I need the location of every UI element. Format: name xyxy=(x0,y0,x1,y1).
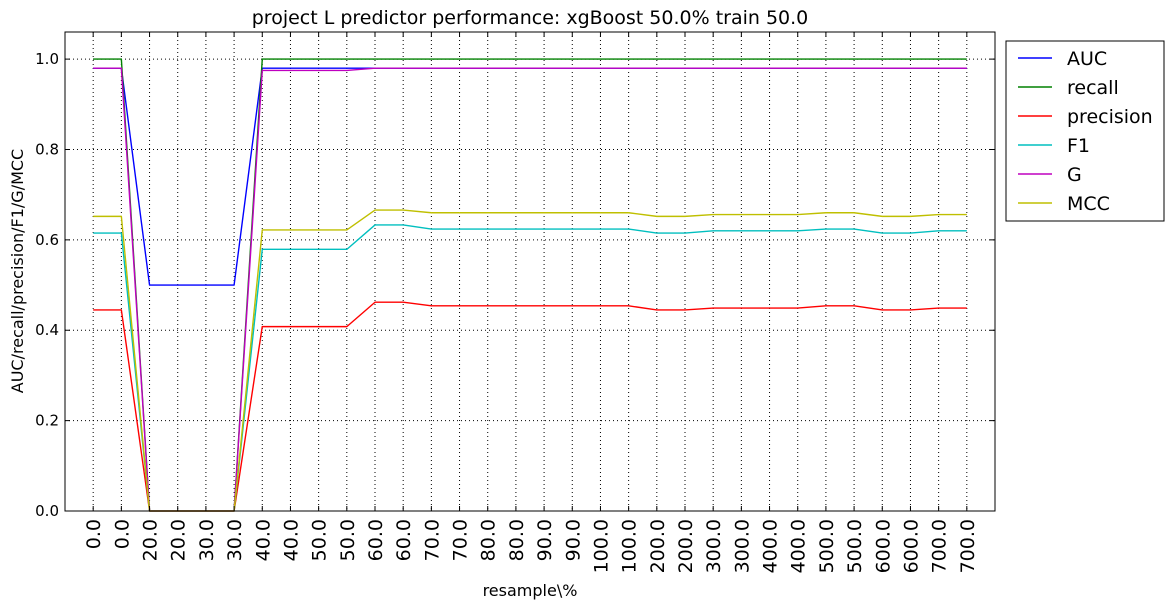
legend-label-f1: F1 xyxy=(1067,135,1090,157)
x-tick-label: 50.0 xyxy=(337,519,359,561)
legend-label-recall: recall xyxy=(1067,77,1119,99)
legend: AUC recall precision F1 G MCC xyxy=(1005,40,1165,222)
series-lines xyxy=(93,58,967,512)
x-tick-label: 40.0 xyxy=(280,519,302,561)
x-tick-label: 0.0 xyxy=(111,519,133,549)
x-tick-label: 200.0 xyxy=(675,519,697,573)
x-tick-label: 20.0 xyxy=(140,519,162,561)
x-axis: 0.0 0.0 20.0 20.0 30.0 30.0 40.0 40.0 50.0 50.0 60… xyxy=(83,32,979,573)
x-tick-label: 80.0 xyxy=(506,519,528,561)
y-tick-label: 0.6 xyxy=(35,231,59,249)
x-tick-label: 20.0 xyxy=(168,519,190,561)
x-tick-label: 30.0 xyxy=(224,519,246,561)
x-tick-label: 400.0 xyxy=(760,519,782,573)
y-axis-label: AUC/recall/precision/F1/G/MCC xyxy=(8,149,27,393)
plot-frame xyxy=(64,31,996,512)
series-line-precision xyxy=(93,301,967,512)
chart-title: project L predictor performance: xgBoost… xyxy=(252,7,809,29)
x-tick-label: 70.0 xyxy=(421,519,443,561)
legend-label-mcc: MCC xyxy=(1067,193,1110,215)
legend-label-precision: precision xyxy=(1067,106,1153,128)
series-line-mcc xyxy=(93,209,967,512)
grid xyxy=(65,32,995,512)
x-tick-label: 0.0 xyxy=(83,519,105,549)
x-tick-label: 40.0 xyxy=(252,519,274,561)
x-tick-label: 30.0 xyxy=(196,519,218,561)
x-tick-label: 60.0 xyxy=(393,519,415,561)
x-tick-label: 300.0 xyxy=(703,519,725,573)
x-tick-label: 100.0 xyxy=(590,519,612,573)
y-tick-label: 0.4 xyxy=(35,321,59,339)
x-tick-label: 500.0 xyxy=(816,519,838,573)
legend-label-g: G xyxy=(1067,164,1082,186)
series-line-f1 xyxy=(93,224,967,512)
y-tick-label: 0.2 xyxy=(35,412,59,430)
x-axis-label: resample\% xyxy=(483,581,578,600)
x-tick-label: 500.0 xyxy=(844,519,866,573)
y-tick-label: 0.8 xyxy=(35,140,59,158)
x-tick-label: 70.0 xyxy=(450,519,472,561)
x-tick-label: 60.0 xyxy=(365,519,387,561)
x-tick-label: 80.0 xyxy=(478,519,500,561)
x-tick-label: 100.0 xyxy=(619,519,641,573)
x-tick-label: 600.0 xyxy=(900,519,922,573)
y-tick-label: 0.0 xyxy=(35,502,59,520)
x-tick-label: 90.0 xyxy=(534,519,556,561)
y-tick-label: 1.0 xyxy=(35,50,59,68)
x-tick-label: 700.0 xyxy=(929,519,951,573)
x-tick-label: 300.0 xyxy=(731,519,753,573)
series-line-g xyxy=(93,67,967,512)
x-tick-label: 600.0 xyxy=(872,519,894,573)
x-tick-label: 700.0 xyxy=(957,519,979,573)
x-tick-label: 400.0 xyxy=(788,519,810,573)
legend-box xyxy=(1005,40,1165,222)
x-tick-label: 50.0 xyxy=(309,519,331,561)
legend-label-auc: AUC xyxy=(1067,48,1107,70)
series-line-auc xyxy=(93,67,967,286)
x-tick-label: 200.0 xyxy=(647,519,669,573)
x-tick-label: 90.0 xyxy=(562,519,584,561)
y-axis: 0.0 0.2 0.4 0.6 0.8 1.0 xyxy=(35,50,995,520)
